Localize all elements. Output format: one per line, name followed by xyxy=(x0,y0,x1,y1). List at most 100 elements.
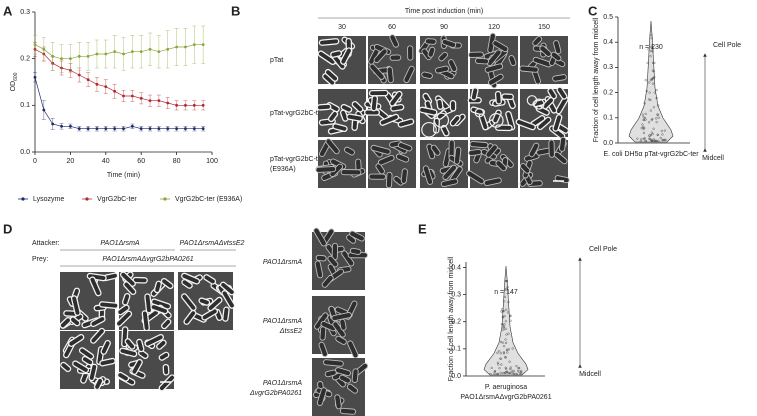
cell-body xyxy=(335,335,347,345)
violin-dot xyxy=(642,115,645,119)
point xyxy=(51,54,55,58)
violin-dot xyxy=(650,138,653,141)
point xyxy=(175,45,179,49)
cell xyxy=(340,169,362,176)
cell xyxy=(492,109,502,124)
violin-dot xyxy=(655,96,658,100)
point xyxy=(77,73,81,77)
cell-body xyxy=(495,160,507,172)
violin-dot xyxy=(500,323,504,326)
violin-dot xyxy=(489,372,492,376)
violin-dot xyxy=(503,314,506,318)
violin-dot xyxy=(504,338,507,341)
x-axis-title: Time (min) xyxy=(107,172,140,179)
violin-dot xyxy=(506,351,509,354)
cell xyxy=(468,51,484,58)
cell xyxy=(484,63,504,73)
cell-body xyxy=(332,123,348,133)
header: Time post induction (min) xyxy=(405,8,483,15)
cell-body xyxy=(324,68,339,82)
cell-body xyxy=(198,297,211,306)
y-axis-title: Fraction of cell length away from midcel… xyxy=(593,17,600,142)
cell xyxy=(315,254,327,262)
side-label: ΔvgrG2bPA0261 xyxy=(249,390,302,397)
violin-dot xyxy=(514,372,517,376)
cell xyxy=(327,255,339,268)
cell-body xyxy=(115,310,133,327)
cell-body xyxy=(144,293,153,314)
cell-body xyxy=(201,308,219,321)
cell xyxy=(389,54,402,61)
cell xyxy=(339,407,357,415)
cell-body xyxy=(122,292,131,306)
cell xyxy=(119,347,138,358)
violin-dot xyxy=(641,113,644,116)
point xyxy=(175,127,179,131)
cell-body xyxy=(181,278,193,289)
point xyxy=(33,43,37,47)
point xyxy=(192,103,196,107)
violin-dot xyxy=(509,314,512,317)
violin-dot xyxy=(505,308,508,311)
cell xyxy=(346,113,363,122)
cell xyxy=(136,338,145,353)
cell-body xyxy=(468,51,484,58)
violin-dot xyxy=(507,301,510,304)
cell xyxy=(161,318,172,330)
cell xyxy=(368,89,389,97)
cell xyxy=(100,339,111,355)
cell-body xyxy=(494,90,502,105)
cell xyxy=(70,295,81,317)
x-tick-label: 60 xyxy=(137,158,145,165)
point xyxy=(104,52,108,56)
violin-dot xyxy=(648,81,651,84)
violin-dot xyxy=(650,37,653,40)
cell-body xyxy=(98,301,119,309)
cell xyxy=(550,51,562,62)
cell-body xyxy=(442,164,457,181)
cell xyxy=(370,95,379,112)
cell xyxy=(397,142,413,152)
cell xyxy=(386,66,394,84)
violin-dot xyxy=(648,134,651,137)
point xyxy=(175,103,179,107)
violin-dot xyxy=(652,127,655,130)
cell xyxy=(403,65,415,84)
cell xyxy=(318,341,328,358)
panel-letter: D xyxy=(3,221,12,236)
point xyxy=(60,124,63,128)
violin-dot xyxy=(651,69,654,72)
time-label: 150 xyxy=(538,24,550,31)
violin-dot xyxy=(496,361,499,364)
cell-body xyxy=(474,57,490,65)
violin-dot xyxy=(643,126,646,130)
cell-body xyxy=(78,347,95,360)
violin-dot xyxy=(505,279,509,283)
violin-dot xyxy=(636,137,639,140)
cell-body xyxy=(492,109,502,124)
violin-dot xyxy=(499,357,502,360)
point xyxy=(69,57,72,61)
cell-body xyxy=(318,341,328,358)
x-tick-label: 100 xyxy=(206,158,218,165)
violin-dot xyxy=(647,48,650,51)
cell xyxy=(478,113,489,131)
violin-dot xyxy=(663,129,666,132)
violin-dot xyxy=(500,310,503,313)
violin-dot xyxy=(503,323,506,326)
cell-body xyxy=(158,351,170,361)
cell-body xyxy=(161,318,172,330)
y-tick-label: 0.2 xyxy=(20,56,30,63)
cell xyxy=(156,339,167,350)
cell-body xyxy=(501,93,514,101)
violin-dot xyxy=(508,360,511,363)
violin-dot xyxy=(640,126,643,130)
cell-body xyxy=(440,178,459,188)
cell xyxy=(552,114,563,132)
cell-body xyxy=(123,281,137,296)
cell xyxy=(207,296,223,312)
time-label: 120 xyxy=(488,24,500,31)
violin-dot xyxy=(496,372,499,376)
row-label: (E936A) xyxy=(270,166,296,173)
